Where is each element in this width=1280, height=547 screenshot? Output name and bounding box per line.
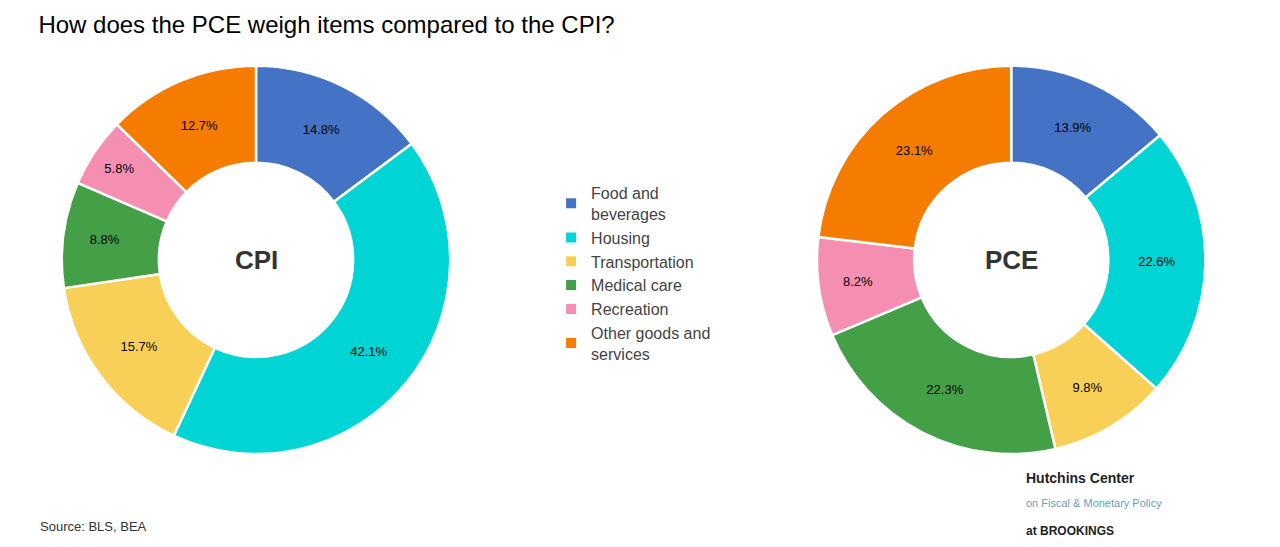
svg-text:Other goods andservices: Other goods andservices (591, 325, 710, 363)
svg-text:Food andbeverages: Food andbeverages (591, 185, 666, 223)
svg-text:14.8%: 14.8% (303, 122, 340, 137)
svg-text:at BROOKINGS: at BROOKINGS (1026, 524, 1114, 538)
svg-text:8.2%: 8.2% (843, 274, 873, 289)
svg-text:PCE: PCE (985, 245, 1038, 275)
svg-text:Recreation: Recreation (591, 301, 668, 318)
svg-text:How does the PCE weigh items c: How does the PCE weigh items compared to… (38, 11, 614, 38)
svg-text:CPI: CPI (235, 245, 278, 275)
svg-text:23.1%: 23.1% (896, 143, 933, 158)
svg-text:42.1%: 42.1% (350, 344, 387, 359)
svg-text:Hutchins Center: Hutchins Center (1026, 470, 1135, 486)
svg-text:Housing: Housing (591, 230, 650, 247)
svg-text:22.3%: 22.3% (926, 382, 963, 397)
svg-text:13.9%: 13.9% (1054, 120, 1091, 135)
svg-text:15.7%: 15.7% (121, 339, 158, 354)
svg-text:Medical care: Medical care (591, 277, 682, 294)
svg-text:5.8%: 5.8% (104, 161, 134, 176)
svg-text:Transportation: Transportation (591, 254, 694, 271)
svg-text:9.8%: 9.8% (1072, 380, 1102, 395)
svg-text:22.6%: 22.6% (1138, 254, 1175, 269)
svg-text:Source: BLS, BEA: Source: BLS, BEA (40, 519, 147, 534)
svg-text:on Fiscal & Monetary Policy: on Fiscal & Monetary Policy (1026, 497, 1162, 509)
svg-text:8.8%: 8.8% (90, 232, 120, 247)
svg-text:12.7%: 12.7% (181, 118, 218, 133)
